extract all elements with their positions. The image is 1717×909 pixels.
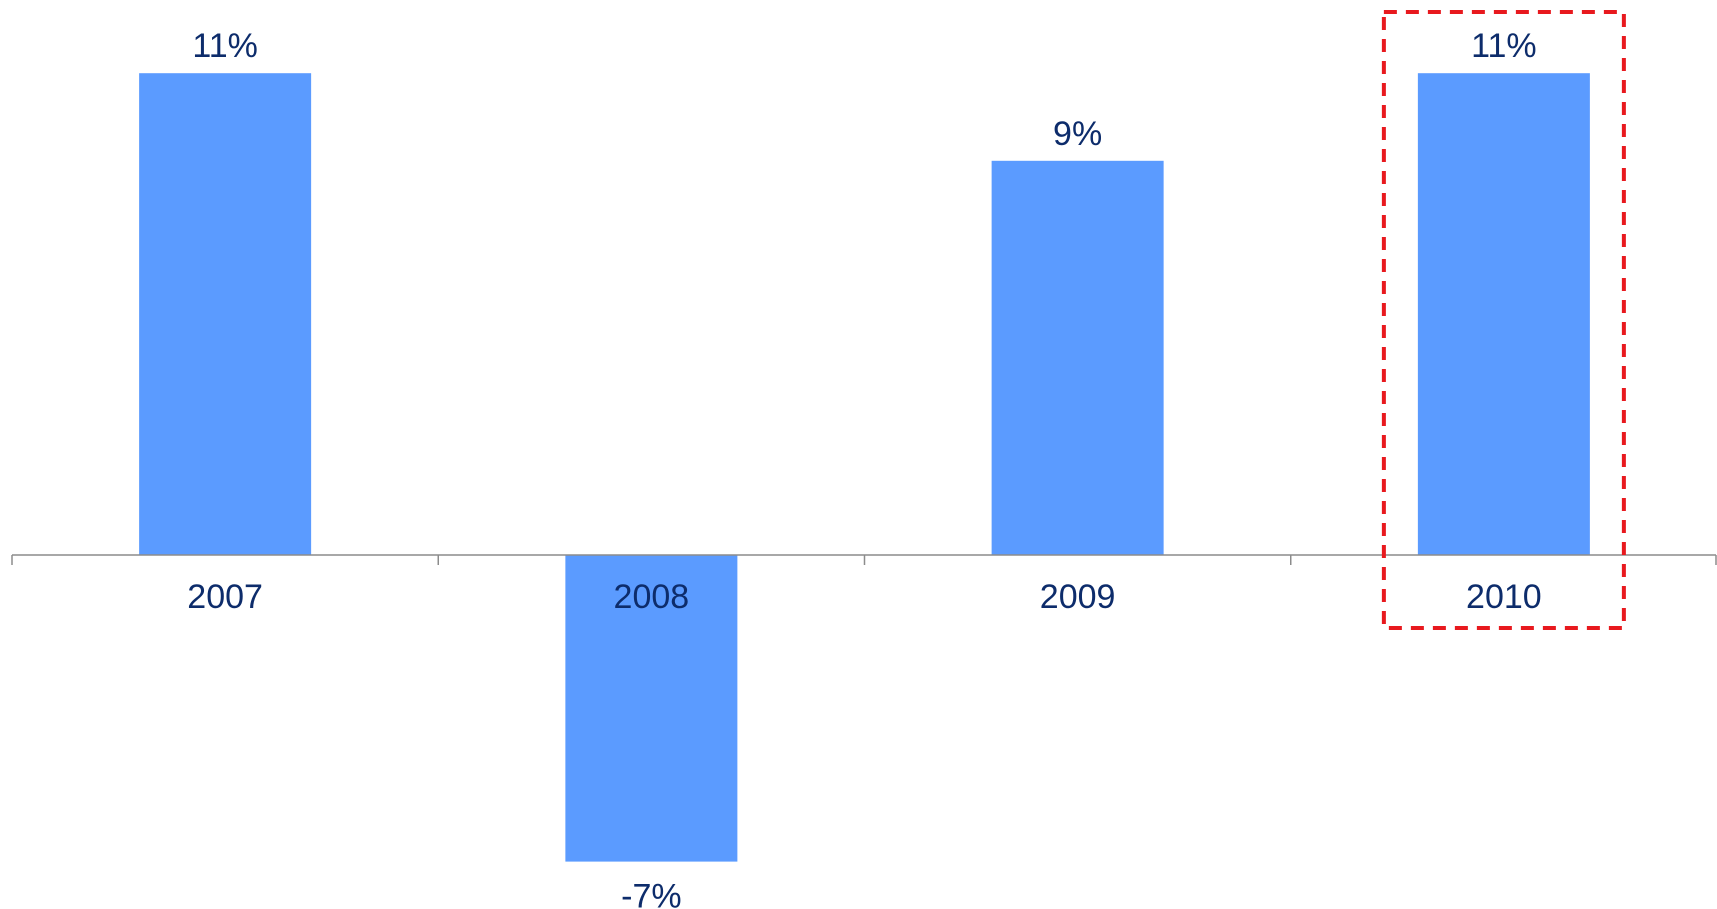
x-axis xyxy=(11,554,1717,565)
data-label-2009: 9% xyxy=(1053,115,1102,153)
data-label-2008: -7% xyxy=(621,878,681,909)
x-tick-label-2008: 2008 xyxy=(614,578,690,616)
x-tick-label-2009: 2009 xyxy=(1040,578,1116,616)
bars-group xyxy=(139,73,1590,862)
data-label-2010: 11% xyxy=(1471,27,1537,65)
bar-2009 xyxy=(991,160,1164,556)
data-label-2007: 11% xyxy=(192,27,258,65)
x-tick-label-2007: 2007 xyxy=(187,578,263,616)
highlight-group xyxy=(1381,10,1626,630)
highlight-box xyxy=(1381,10,1626,630)
bar-2008 xyxy=(565,555,738,862)
x-tick-label-2010: 2010 xyxy=(1466,578,1542,616)
bar-2010 xyxy=(1417,73,1590,555)
labels-group: 11% 2007 -7% 2008 9% 2009 11% 2010 xyxy=(187,27,1541,909)
bar-2007 xyxy=(139,73,312,555)
